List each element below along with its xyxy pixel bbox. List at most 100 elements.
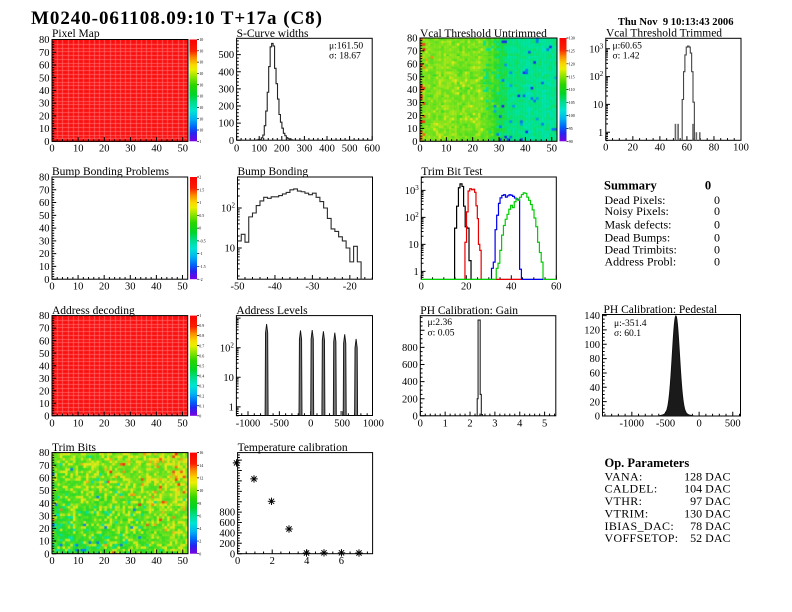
svg-text:0.6: 0.6 [199,353,204,358]
svg-text:78 DAC: 78 DAC [690,519,730,533]
svg-text:130 DAC: 130 DAC [684,507,730,521]
svg-text:0: 0 [44,275,49,286]
svg-text:μ:60.65: μ:60.65 [613,41,643,52]
svg-text:60: 60 [590,369,601,380]
svg-text:-500: -500 [270,419,289,430]
svg-text:10: 10 [199,105,203,110]
svg-text:1: 1 [598,128,603,139]
svg-text:0.8: 0.8 [199,333,204,338]
svg-text:Vcal Threshold Trimmed: Vcal Threshold Trimmed [606,27,722,39]
svg-text:20: 20 [467,144,478,155]
svg-text:0: 0 [49,144,54,155]
svg-text:30: 30 [39,374,50,385]
svg-text:-20: -20 [343,282,357,293]
svg-text:103: 103 [405,184,420,197]
svg-text:σ: 1.42: σ: 1.42 [613,51,640,62]
svg-text:-1.5: -1.5 [199,264,205,269]
svg-text:10: 10 [199,37,203,42]
svg-text:20: 20 [590,397,601,408]
svg-text:105: 105 [569,100,575,105]
svg-text:Bump Bonding: Bump Bonding [238,166,309,178]
svg-text:800: 800 [402,343,418,354]
svg-text:102: 102 [405,211,420,224]
svg-text:10: 10 [199,71,203,76]
svg-text:20: 20 [99,556,110,567]
svg-text:0: 0 [229,136,234,147]
svg-text:0.5: 0.5 [199,363,204,368]
svg-text:μ:-351.4: μ:-351.4 [614,318,647,329]
svg-text:σ: 60.1: σ: 60.1 [614,328,641,339]
svg-text:0: 0 [714,217,720,231]
svg-text:1: 1 [199,139,201,144]
svg-text:0: 0 [308,419,313,430]
svg-text:20: 20 [628,143,639,154]
svg-text:90: 90 [569,139,573,144]
svg-text:60: 60 [39,61,50,72]
svg-text:0: 0 [49,419,54,430]
svg-text:30: 30 [125,282,136,293]
svg-text:5: 5 [542,419,547,430]
svg-text:80: 80 [39,311,50,322]
svg-text:-30: -30 [305,282,319,293]
svg-text:0.2: 0.2 [199,393,204,398]
svg-text:100: 100 [569,113,575,118]
svg-text:1: 1 [443,419,448,430]
svg-text:10: 10 [39,537,50,548]
svg-text:Mask defects:: Mask defects: [605,217,672,231]
svg-text:0: 0 [230,549,235,560]
svg-text:Trim Bit Test: Trim Bit Test [421,166,483,178]
svg-text:0: 0 [49,282,54,293]
svg-text:μ:161.50: μ:161.50 [329,41,363,52]
svg-text:0.5: 0.5 [199,213,204,218]
svg-text:52 DAC: 52 DAC [690,531,730,545]
svg-text:50: 50 [407,72,418,83]
svg-text:Address Probl:: Address Probl: [605,254,677,268]
svg-text:110: 110 [569,87,575,92]
svg-text:2: 2 [199,175,201,180]
svg-text:10: 10 [407,124,418,135]
svg-text:VTRIM:: VTRIM: [605,507,649,521]
svg-text:10: 10 [199,488,203,493]
svg-text:Thu Nov 9 10:13:43 2006: Thu Nov 9 10:13:43 2006 [618,17,734,28]
svg-text:Noisy Pixels:: Noisy Pixels: [605,204,669,218]
svg-text:70: 70 [39,324,50,335]
svg-text:0.9: 0.9 [199,323,204,328]
svg-text:500: 500 [725,419,741,430]
svg-text:60: 60 [551,282,562,293]
svg-text:Trim Bits: Trim Bits [52,442,97,454]
svg-text:16: 16 [199,450,203,455]
svg-text:10: 10 [39,262,50,273]
svg-text:10: 10 [73,556,84,567]
svg-text:-500: -500 [656,419,675,430]
svg-text:0: 0 [199,226,201,231]
svg-text:30: 30 [125,556,136,567]
svg-text:70: 70 [39,48,50,59]
svg-text:8: 8 [199,501,201,506]
svg-text:40: 40 [39,224,50,235]
svg-text:60: 60 [682,143,693,154]
svg-text:10: 10 [39,399,50,410]
svg-text:10: 10 [225,244,236,255]
svg-text:100: 100 [218,119,234,130]
svg-text:104 DAC: 104 DAC [684,482,730,496]
svg-text:0: 0 [595,412,600,423]
svg-text:12: 12 [199,476,203,481]
svg-text:40: 40 [151,556,162,567]
svg-text:10: 10 [199,82,203,87]
svg-text:S-Curve widths: S-Curve widths [237,28,309,40]
svg-text:10: 10 [73,144,84,155]
svg-text:30: 30 [39,237,50,248]
svg-text:0: 0 [412,137,417,148]
svg-text:40: 40 [39,86,50,97]
svg-text:20: 20 [99,144,110,155]
svg-text:0: 0 [44,411,49,422]
svg-text:200: 200 [218,102,234,113]
svg-text:50: 50 [39,211,50,222]
svg-text:20: 20 [99,282,110,293]
svg-text:0: 0 [49,556,54,567]
svg-text:M0240-061108.09:10 T+17a (C8): M0240-061108.09:10 T+17a (C8) [31,8,323,29]
svg-text:10: 10 [199,128,203,133]
svg-text:0: 0 [235,556,240,567]
svg-text:40: 40 [407,85,418,96]
svg-text:6: 6 [199,513,201,518]
